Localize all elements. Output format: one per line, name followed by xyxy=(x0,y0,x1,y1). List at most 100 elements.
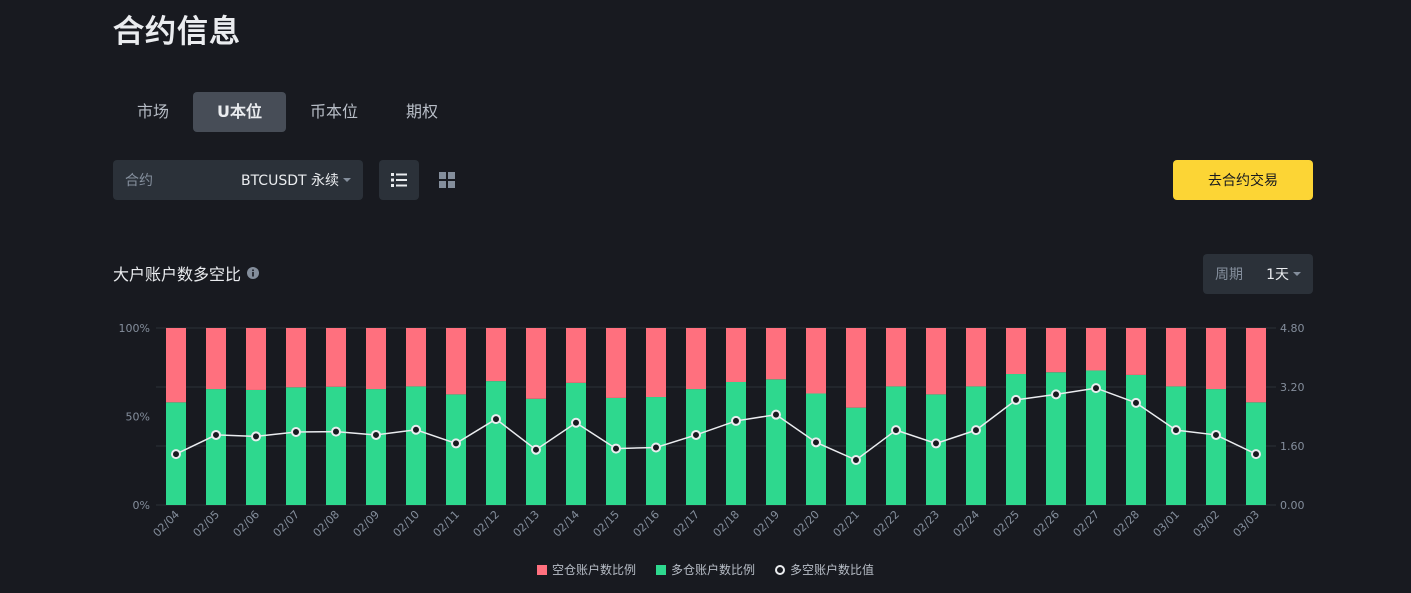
x-tick-label: 02/24 xyxy=(951,508,983,540)
bar-short xyxy=(606,328,626,398)
ratio-point xyxy=(451,438,461,449)
y-right-tick-label: 0.00 xyxy=(1280,499,1305,512)
x-tick-label: 02/05 xyxy=(191,508,223,540)
bar-long xyxy=(1086,370,1106,505)
x-tick-label: 02/10 xyxy=(391,508,423,540)
ratio-point xyxy=(1091,383,1101,394)
x-tick-label: 02/19 xyxy=(751,508,783,540)
ratio-point xyxy=(611,443,621,454)
ratio-point xyxy=(891,425,901,436)
list-view-button[interactable] xyxy=(379,160,419,200)
bar-long xyxy=(566,382,586,505)
bar-short xyxy=(406,328,426,387)
ratio-point xyxy=(811,437,821,448)
bar-long xyxy=(1206,389,1226,505)
ratio-point xyxy=(251,431,261,442)
bar-short xyxy=(1126,328,1146,375)
x-tick-label: 02/13 xyxy=(511,508,543,540)
caret-down-icon xyxy=(343,178,351,182)
info-icon[interactable] xyxy=(247,267,260,279)
ratio-point xyxy=(651,442,661,453)
bar-short xyxy=(926,328,946,395)
ratio-point xyxy=(531,444,541,455)
bar-short xyxy=(246,328,266,390)
go-trade-button[interactable]: 去合约交易 xyxy=(1173,160,1313,200)
ratio-point xyxy=(571,417,581,428)
ratio-point xyxy=(1011,394,1021,405)
ratio-point xyxy=(411,424,421,435)
legend-item-ratio[interactable]: 多空账户数比值 xyxy=(775,561,874,578)
y-left-tick-label: 50% xyxy=(126,411,150,424)
bar-short xyxy=(726,328,746,382)
ratio-point xyxy=(771,409,781,420)
x-tick-label: 02/26 xyxy=(1031,508,1063,540)
legend-label-long: 多仓账户数比例 xyxy=(670,563,755,577)
x-tick-label: 02/23 xyxy=(911,508,943,540)
bar-long xyxy=(1006,374,1026,505)
page-title: 合约信息 xyxy=(113,14,241,50)
ratio-point xyxy=(731,415,741,426)
x-tick-label: 02/14 xyxy=(551,508,583,540)
bar-long xyxy=(1046,372,1066,505)
ratio-point xyxy=(1051,389,1061,400)
bar-short xyxy=(366,328,386,390)
bar-long xyxy=(366,389,386,505)
tab-coin-margined[interactable]: 币本位 xyxy=(310,102,359,121)
bar-short xyxy=(286,328,306,388)
y-right-tick-label: 4.80 xyxy=(1280,322,1305,335)
bar-long xyxy=(966,386,986,505)
bar-short xyxy=(1206,328,1226,390)
bar-short xyxy=(166,328,186,403)
legend-item-long[interactable]: 多仓账户数比例 xyxy=(655,561,755,578)
list-view-icon xyxy=(391,173,407,187)
x-tick-label: 03/02 xyxy=(1191,508,1223,540)
x-tick-label: 02/22 xyxy=(871,508,903,540)
tab-options[interactable]: 期权 xyxy=(406,102,439,121)
caret-down-icon xyxy=(1293,272,1301,276)
grid-view-button[interactable] xyxy=(427,160,467,200)
tab-usdt-margined[interactable]: U本位 xyxy=(193,92,287,132)
ratio-point xyxy=(211,429,221,440)
ratio-point xyxy=(171,449,181,460)
ratio-point xyxy=(491,414,501,425)
bar-short xyxy=(526,328,546,399)
bar-short xyxy=(646,328,666,398)
x-tick-label: 02/12 xyxy=(471,508,503,540)
x-tick-label: 02/20 xyxy=(791,508,823,540)
y-right-tick-label: 3.20 xyxy=(1280,381,1305,394)
bar-short xyxy=(486,328,506,382)
contract-select-value: BTCUSDT 永续 xyxy=(240,173,339,189)
x-tick-label: 02/28 xyxy=(1111,508,1143,540)
bar-long xyxy=(766,379,786,505)
bar-short xyxy=(686,328,706,390)
period-select-label: 周期 xyxy=(1215,267,1243,283)
legend-item-short[interactable]: 空仓账户数比例 xyxy=(536,561,636,578)
bar-short xyxy=(1246,328,1266,403)
legend-marker-ratio xyxy=(775,564,785,575)
y-left-tick-label: 100% xyxy=(119,322,150,335)
contract-select-label: 合约 xyxy=(125,173,153,189)
period-select[interactable]: 周期 1天 xyxy=(1203,254,1313,294)
bar-long xyxy=(1126,374,1146,505)
bar-short xyxy=(1086,328,1106,371)
legend-label-short: 空仓账户数比例 xyxy=(551,563,636,577)
tab-market[interactable]: 市场 xyxy=(137,102,170,121)
bar-long xyxy=(446,394,466,505)
bar-short xyxy=(1046,328,1066,373)
bar-long xyxy=(926,394,946,505)
ratio-point xyxy=(851,455,861,466)
legend-label-ratio: 多空账户数比值 xyxy=(790,563,875,577)
x-tick-label: 02/15 xyxy=(591,508,623,540)
x-tick-label: 02/04 xyxy=(151,508,183,540)
ratio-point xyxy=(291,426,301,437)
bar-long xyxy=(726,381,746,505)
section-title-text: 大户账户数多空比 xyxy=(113,265,242,284)
bar-long xyxy=(806,393,826,505)
bar-short xyxy=(1166,328,1186,387)
x-tick-label: 02/18 xyxy=(711,508,743,540)
contract-select[interactable]: 合约 BTCUSDT 永续 xyxy=(113,160,363,200)
x-tick-label: 02/06 xyxy=(231,508,263,540)
bar-short xyxy=(966,328,986,387)
bar-long xyxy=(886,386,906,505)
